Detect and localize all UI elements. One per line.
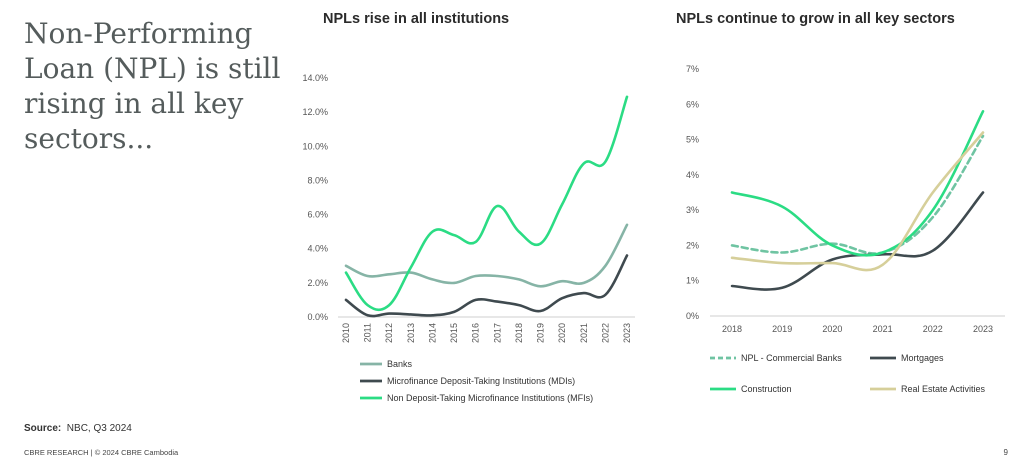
chart2-y-tick-label: 5%: [686, 135, 699, 145]
chart1-x-tick-label: 2017: [492, 323, 502, 343]
chart1-y-tick-label: 12.0%: [302, 107, 328, 117]
chart1-y-tick-label: 6.0%: [307, 210, 328, 220]
series-line-microfinance-deposit-taking-institutions-mdis: [344, 254, 629, 318]
chart1-title: NPLs rise in all institutions: [323, 11, 510, 27]
chart1-x-tick-label: 2013: [406, 323, 416, 343]
chart1-y-tick-label: 14.0%: [302, 73, 328, 83]
chart1-x-tick-label: 2010: [341, 323, 351, 343]
series-line-construction: [730, 110, 985, 257]
chart2-y-tick-label: 2%: [686, 240, 699, 250]
series-line-non-deposit-taking-microfinance-institutions-mfis: [344, 95, 629, 312]
chart2-x-tick-label: 2022: [923, 324, 943, 334]
chart1-y-tick-label: 10.0%: [302, 141, 328, 151]
chart1-x-tick-label: 2021: [579, 323, 589, 343]
chart1-x-tick-label: 2016: [471, 323, 481, 343]
page-number: 9: [1003, 448, 1008, 457]
chart2-x-tick-label: 2019: [772, 324, 792, 334]
series-line-banks: [344, 223, 629, 288]
chart1-x-tick-label: 2015: [449, 323, 459, 343]
series-line-npl-commercial-banks: [730, 134, 985, 255]
chart1-y-tick-label: 4.0%: [307, 244, 328, 254]
chart1-x-tick-label: 2012: [384, 323, 394, 343]
chart2-title: NPLs continue to grow in all key sectors: [676, 11, 955, 27]
chart2-y-tick-label: 4%: [686, 170, 699, 180]
legend-label-construction: Construction: [741, 384, 792, 394]
chart2-y-tick-label: 0%: [686, 311, 699, 321]
chart2-y-tick-label: 6%: [686, 99, 699, 109]
chart1-x-tick-label: 2014: [427, 323, 437, 343]
footer: CBRE RESEARCH | © 2024 CBRE Cambodia: [24, 448, 179, 457]
npl-sectors-chart: 0% 1% 2% 3% 4% 5% 6% 7% 2018 2019 2020 2021 2022 2023…: [686, 64, 1005, 394]
chart1-x-tick-label: 2022: [600, 323, 610, 343]
npl-institutions-chart: 0.0% 2.0% 4.0% 6.0% 8.0% 10.0% 12.0% 14.0% 2010 2…: [302, 73, 635, 403]
legend-label-npl-commercial-banks: NPL - Commercial Banks: [741, 353, 842, 363]
chart2-x-tick-label: 2018: [722, 324, 742, 334]
chart1-x-tick-label: 2018: [514, 323, 524, 343]
chart2-x-tick-label: 2023: [973, 324, 993, 334]
source-text: NBC, Q3 2024: [66, 423, 132, 434]
series-line-real-estate-activities: [730, 131, 985, 272]
chart1-x-tick-label: 2020: [557, 323, 567, 343]
chart1-x-tick-label: 2011: [363, 323, 373, 342]
chart2-y-tick-label: 7%: [686, 64, 699, 74]
legend-label-banks: Banks: [387, 359, 413, 369]
chart2-y-tick-label: 1%: [686, 276, 699, 286]
chart1-x-tick-label: 2019: [536, 323, 546, 343]
legend-label-mortgages: Mortgages: [901, 353, 944, 363]
chart2-y-tick-label: 3%: [686, 205, 699, 215]
chart2-x-tick-label: 2021: [873, 324, 893, 334]
source-label: Source:: [24, 423, 62, 434]
legend-label-non-deposit-taking-microfinance-institutions-mfis: Non Deposit-Taking Microfinance Institut…: [387, 393, 593, 403]
chart1-y-tick-label: 8.0%: [307, 175, 328, 185]
legend-label-microfinance-deposit-taking-institutions-mdis: Microfinance Deposit-Taking Institutions…: [387, 376, 575, 386]
source-note: Source: NBC, Q3 2024: [24, 423, 132, 434]
series-line-mortgages: [730, 191, 985, 291]
chart1-y-tick-label: 0.0%: [307, 312, 328, 322]
chart1-x-tick-label: 2023: [622, 323, 632, 343]
chart2-x-tick-label: 2020: [822, 324, 842, 334]
chart1-y-tick-label: 2.0%: [307, 278, 328, 288]
headline: Non-Performing Loan (NPL) is still risin…: [24, 17, 281, 155]
legend-label-real-estate-activities: Real Estate Activities: [901, 384, 986, 394]
